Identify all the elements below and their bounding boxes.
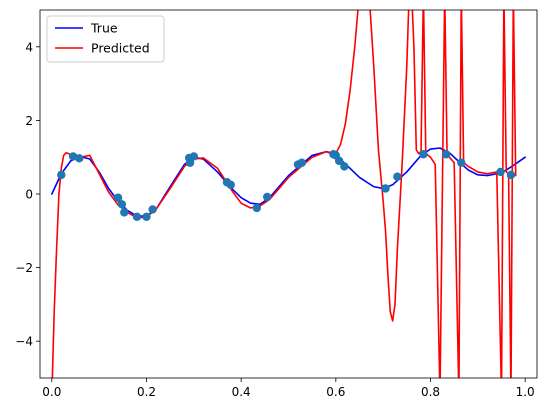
y-tick-label: −2 [15,261,33,275]
data-point [381,184,390,193]
legend: True Predicted [46,15,165,63]
x-tick-label: 1.0 [516,385,535,399]
data-point [185,158,195,167]
data-point [340,162,349,171]
data-point [334,156,344,166]
data-point [506,170,516,180]
data-point [263,192,272,202]
legend-predicted-label: Predicted [91,41,150,56]
data-point [226,180,235,189]
data-point [113,193,123,202]
data-point [57,170,66,180]
x-tick-label: 0.0 [42,385,61,399]
data-point [132,212,142,222]
y-tick-label: 2 [25,114,33,128]
data-point [297,158,306,167]
data-point [120,208,129,217]
x-tick-label: 0.6 [326,385,345,399]
y-tick-label: 4 [25,40,33,54]
axis-ticks: 0.0 0.2 0.4 0.6 0.8 1.0 −4 −2 0 2 4 [15,40,534,399]
data-point [496,167,505,177]
data-point [393,172,402,181]
data-point [189,152,199,161]
data-point [441,150,451,159]
y-tick-label: 0 [25,188,33,202]
legend-true-label: True [90,21,118,36]
data-point [75,154,84,163]
data-point [252,203,261,213]
y-tick-label: −4 [15,335,33,349]
x-tick-label: 0.4 [232,385,251,399]
data-point [148,205,157,214]
data-point [142,212,151,222]
data-point [117,200,127,209]
x-tick-label: 0.2 [137,385,156,399]
data-point [457,158,466,167]
sample-points [57,150,516,222]
x-tick-label: 0.8 [421,385,440,399]
data-point [419,150,428,159]
plot-frame [39,9,538,379]
